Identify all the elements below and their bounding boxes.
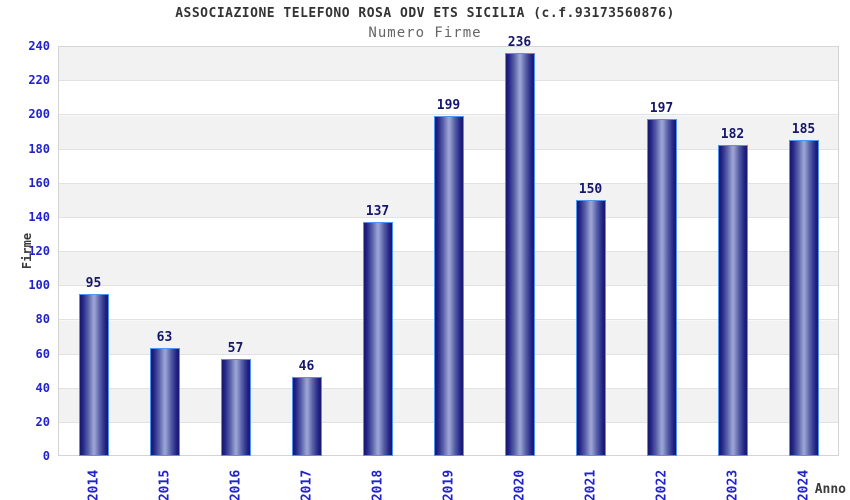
bar bbox=[78, 293, 109, 456]
x-axis-label: Anno bbox=[814, 482, 846, 497]
bar bbox=[220, 358, 251, 456]
chart-title: ASSOCIAZIONE TELEFONO ROSA ODV ETS SICIL… bbox=[175, 6, 675, 21]
bar bbox=[646, 119, 677, 456]
bar bbox=[575, 199, 606, 456]
x-tick-label: 2015 bbox=[157, 469, 172, 500]
bar-value-label: 63 bbox=[156, 330, 173, 346]
bar-value-label: 236 bbox=[507, 34, 532, 50]
x-tick-label: 2018 bbox=[370, 469, 385, 500]
chart-subtitle: Numero Firme bbox=[368, 25, 482, 41]
bar bbox=[788, 139, 819, 456]
bar bbox=[291, 377, 322, 456]
y-tick-label: 0 bbox=[42, 449, 50, 463]
y-tick-label: 100 bbox=[28, 278, 50, 293]
bar-value-label: 46 bbox=[298, 359, 315, 375]
y-axis-label: Firme bbox=[20, 232, 34, 270]
bar-value-label: 137 bbox=[365, 203, 390, 219]
x-tick-label: 2020 bbox=[512, 469, 527, 500]
gridline bbox=[59, 114, 838, 116]
y-tick-label: 200 bbox=[28, 107, 50, 122]
x-tick-label: 2014 bbox=[86, 469, 101, 500]
bar-value-label: 197 bbox=[649, 101, 674, 117]
bar-value-label: 95 bbox=[85, 275, 102, 291]
bar bbox=[362, 221, 393, 456]
y-tick-label: 180 bbox=[28, 141, 50, 156]
bar bbox=[717, 145, 748, 456]
x-tick-label: 2023 bbox=[725, 469, 740, 500]
y-tick-label: 40 bbox=[35, 380, 50, 395]
gridline bbox=[59, 80, 838, 82]
bar bbox=[149, 348, 180, 456]
y-tick-label: 20 bbox=[35, 414, 50, 429]
y-tick-label: 160 bbox=[28, 175, 50, 190]
bar-value-label: 150 bbox=[578, 181, 603, 197]
bar bbox=[433, 116, 464, 456]
y-tick-label: 120 bbox=[28, 244, 50, 258]
x-tick-label: 2022 bbox=[654, 469, 669, 500]
bar-value-label: 57 bbox=[227, 340, 244, 356]
x-tick-label: 2019 bbox=[441, 469, 456, 500]
y-tick-label: 140 bbox=[28, 209, 50, 224]
y-tick-label: 60 bbox=[35, 346, 50, 361]
x-tick-label: 2016 bbox=[228, 469, 243, 500]
x-tick-label: 2024 bbox=[796, 469, 811, 500]
x-tick-label: 2017 bbox=[299, 469, 314, 500]
x-tick-label: 2021 bbox=[583, 469, 598, 500]
bar-value-label: 182 bbox=[720, 127, 745, 143]
y-tick-label: 240 bbox=[28, 39, 50, 53]
bar-value-label: 185 bbox=[791, 121, 816, 137]
y-tick-label: 220 bbox=[28, 73, 50, 88]
y-tick-label: 80 bbox=[35, 312, 50, 327]
bar-value-label: 199 bbox=[436, 98, 461, 114]
bar bbox=[504, 52, 535, 456]
